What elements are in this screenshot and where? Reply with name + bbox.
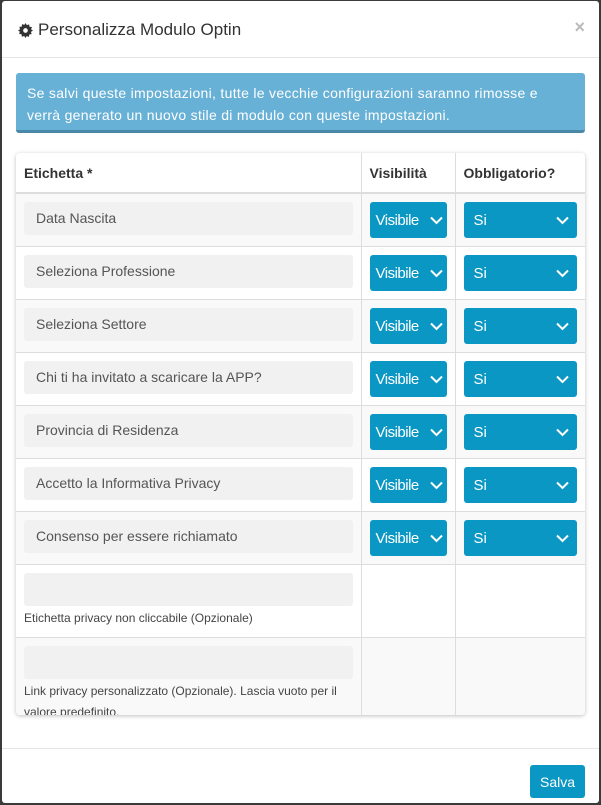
- table-row: Provincia di Residenza Visibile Si: [16, 405, 585, 459]
- chevron-down-icon: [429, 322, 443, 330]
- required-select[interactable]: Si: [463, 467, 577, 503]
- visibility-value: Visibile: [375, 423, 420, 441]
- visibility-select[interactable]: Visibile: [369, 414, 447, 450]
- required-select[interactable]: Si: [463, 202, 577, 238]
- required-value: Si: [473, 423, 487, 441]
- privacy-label-input[interactable]: [24, 573, 353, 606]
- visibility-select[interactable]: Visibile: [369, 202, 447, 238]
- label-input[interactable]: Accetto la Informativa Privacy: [24, 467, 353, 500]
- header-visibility: Visibilità: [360, 153, 455, 194]
- required-value: Si: [473, 370, 487, 388]
- chevron-down-icon: [429, 428, 443, 436]
- chevron-down-icon: [556, 428, 569, 436]
- chevron-down-icon: [429, 269, 443, 277]
- required-select[interactable]: Si: [463, 520, 577, 556]
- table-row: Accetto la Informativa Privacy Visibile …: [16, 458, 585, 512]
- visibility-select[interactable]: Visibile: [369, 361, 447, 397]
- label-input[interactable]: Seleziona Professione: [24, 255, 353, 288]
- required-value: Si: [473, 264, 487, 282]
- required-select[interactable]: Si: [463, 361, 577, 397]
- modal-title: Personalizza Modulo Optin: [18, 20, 241, 40]
- chevron-down-icon: [556, 375, 569, 383]
- label-input[interactable]: Consenso per essere richiamato: [24, 520, 353, 553]
- chevron-down-icon: [556, 269, 569, 277]
- modal-header: Personalizza Modulo Optin ×: [2, 1, 599, 58]
- required-select[interactable]: Si: [463, 414, 577, 450]
- chevron-down-icon: [556, 534, 569, 542]
- privacy-label-help: Etichetta privacy non cliccabile (Opzion…: [24, 611, 253, 625]
- visibility-select[interactable]: Visibile: [369, 255, 447, 291]
- table-row: Seleziona Settore Visibile Si: [16, 299, 585, 353]
- visibility-value: Visibile: [375, 476, 420, 494]
- label-input[interactable]: Chi ti ha invitato a scaricare la APP?: [24, 361, 353, 394]
- table-row: Consenso per essere richiamato Visibile …: [16, 511, 585, 565]
- chevron-down-icon: [429, 534, 443, 542]
- visibility-select[interactable]: Visibile: [369, 467, 447, 503]
- privacy-link-input[interactable]: [24, 646, 353, 679]
- label-input[interactable]: Data Nascita: [24, 202, 353, 235]
- visibility-select[interactable]: Visibile: [369, 308, 447, 344]
- modal-footer: [2, 748, 599, 749]
- visibility-value: Visibile: [375, 529, 420, 547]
- chevron-down-icon: [556, 216, 569, 224]
- visibility-value: Visibile: [375, 370, 420, 388]
- gear-icon: [18, 22, 33, 38]
- save-button[interactable]: Salva: [530, 765, 585, 798]
- header-label: Etichetta *: [16, 153, 361, 194]
- privacy-label-row: Etichetta privacy non cliccabile (Opzion…: [16, 564, 585, 638]
- visibility-value: Visibile: [375, 317, 420, 335]
- table-row: Seleziona Professione Visibile Si: [16, 246, 585, 300]
- required-value: Si: [473, 476, 487, 494]
- chevron-down-icon: [429, 375, 443, 383]
- privacy-link-help: Link privacy personalizzato (Opzionale).…: [24, 684, 337, 715]
- chevron-down-icon: [556, 481, 569, 489]
- required-select[interactable]: Si: [463, 255, 577, 291]
- label-input[interactable]: Provincia di Residenza: [24, 414, 353, 447]
- label-input[interactable]: Seleziona Settore: [24, 308, 353, 341]
- visibility-select[interactable]: Visibile: [369, 520, 447, 556]
- chevron-down-icon: [556, 322, 569, 330]
- close-button[interactable]: ×: [574, 17, 585, 37]
- required-select[interactable]: Si: [463, 308, 577, 344]
- chevron-down-icon: [429, 216, 443, 224]
- visibility-value: Visibile: [375, 264, 420, 282]
- table-row: Chi ti ha invitato a scaricare la APP? V…: [16, 352, 585, 406]
- visibility-value: Visibile: [375, 211, 420, 229]
- modal-title-text: Personalizza Modulo Optin: [38, 20, 242, 39]
- fields-table: Etichetta * Visibilità Obbligatorio? Dat…: [16, 153, 585, 715]
- required-value: Si: [473, 211, 487, 229]
- info-alert: Se salvi queste impostazioni, tutte le v…: [16, 73, 585, 133]
- privacy-link-row: Link privacy personalizzato (Opzionale).…: [16, 637, 585, 715]
- table-row: Data Nascita Visibile Si: [16, 192, 585, 247]
- chevron-down-icon: [429, 481, 443, 489]
- header-required: Obbligatorio?: [454, 153, 585, 194]
- required-value: Si: [473, 317, 487, 335]
- required-value: Si: [473, 529, 487, 547]
